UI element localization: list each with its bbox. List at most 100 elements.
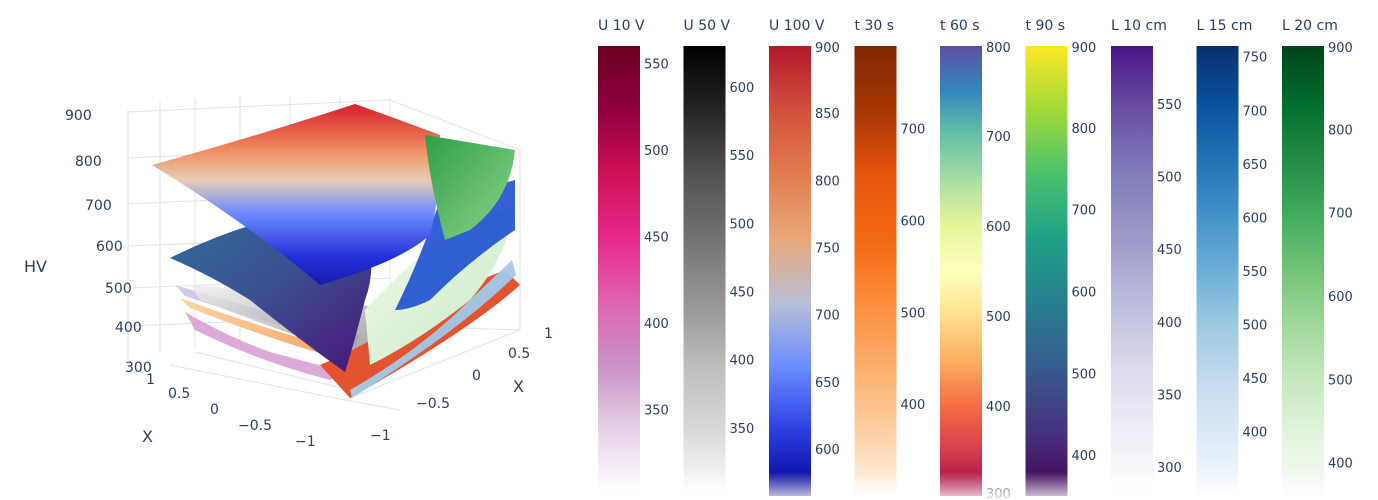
colorbar-tick: 700: [901, 123, 926, 138]
surface-l15cm-under: [350, 260, 516, 398]
colorbar-tick: 850: [815, 107, 840, 122]
colorbar-tick: 800: [815, 174, 840, 189]
colorbar-tick: 900: [1328, 41, 1353, 56]
colorbar-gradient: [1196, 46, 1239, 496]
colorbar-tick: 350: [1157, 388, 1182, 403]
colorbar-title: U 100 V: [769, 18, 825, 34]
y-tick: 1: [544, 326, 553, 342]
colorbar: t 90 s 400 500 600 700 800 900: [1025, 18, 1097, 496]
colorbar-tick: 450: [1157, 243, 1182, 258]
colorbar: t 30 s 400 500 600 700: [854, 18, 926, 496]
colorbar-tick: 900: [815, 41, 840, 56]
colorbar-tick: 800: [1328, 123, 1353, 138]
surface-u100v: [152, 104, 440, 285]
colorbar-tick: 500: [1072, 367, 1097, 382]
colorbar-title: t 90 s: [1026, 18, 1066, 34]
colorbar-tick: 750: [1243, 51, 1268, 66]
x-tick: 0: [210, 402, 219, 418]
colorbar: U 10 V 350 400 450 500 550: [598, 18, 669, 496]
z-tick: 700: [85, 198, 112, 214]
y-axis-title: X: [513, 377, 524, 396]
colorbar-gradient: [1111, 46, 1153, 496]
colorbar-tick: 600: [901, 214, 926, 229]
colorbar-tick: 400: [1157, 316, 1182, 331]
colorbar-tick: 400: [644, 317, 669, 332]
z-tick: 400: [115, 320, 142, 336]
surfaces: [152, 104, 520, 398]
colorbar-tick: 650: [1243, 158, 1268, 173]
colorbar: U 100 V 600 650 700 750 800 850 900: [769, 18, 840, 496]
colorbar-tick: 650: [815, 376, 840, 391]
colorbar-tick: 800: [986, 41, 1011, 56]
colorbar-tick: 600: [1328, 290, 1353, 305]
z-axis-title: HV: [24, 257, 47, 276]
x-tick: −0.5: [238, 418, 272, 434]
colorbar-tick: 300: [1157, 461, 1182, 476]
colorbar-tick: 500: [730, 217, 755, 232]
colorbar-tick: 400: [1328, 457, 1353, 472]
x-axis-title: X: [142, 427, 153, 446]
z-tick: 800: [75, 154, 102, 170]
colorbar-gradient: [683, 46, 726, 496]
colorbar-tick: 700: [1243, 104, 1268, 119]
colorbar-tick: 550: [730, 149, 755, 164]
z-tick: 300: [125, 360, 152, 376]
colorbar-tick: 500: [901, 306, 926, 321]
colorbar-tick: 700: [1328, 207, 1353, 222]
y-axis-right: X 1 0.5 0 −0.5 −1: [370, 326, 553, 444]
colorbar-gradient: [1282, 46, 1324, 496]
colorbar-tick: 400: [730, 354, 755, 369]
colorbar-tick: 400: [901, 398, 926, 413]
y-tick: 0: [472, 368, 481, 384]
colorbar-gradient: [854, 46, 897, 496]
colorbar-gradient: [598, 46, 640, 496]
colorbar-title: U 50 V: [684, 18, 731, 34]
colorbar-tick: 400: [986, 400, 1011, 415]
colorbar-tick: 450: [644, 230, 669, 245]
colorbar-tick: 700: [1072, 204, 1097, 219]
x-axis-left: X 1 0.5 0 −0.5 −1: [142, 372, 316, 450]
colorbar-gradient: [1025, 46, 1068, 496]
colorbar-tick: 450: [1243, 372, 1268, 387]
colorbar-tick: 600: [986, 220, 1011, 235]
colorbar: L 20 cm 400 500 600 700 800 900: [1282, 18, 1353, 496]
colorbar-legend-group: U 10 V 350 400 450 500 550 U 50 V 350 400 450 500 5…: [598, 18, 1353, 500]
colorbar-tick: 550: [1157, 98, 1182, 113]
y-tick: −1: [370, 428, 391, 444]
colorbar-tick: 600: [1072, 285, 1097, 300]
x-tick: 0.5: [168, 386, 190, 402]
colorbar-title: L 10 cm: [1111, 18, 1167, 34]
colorbar-tick: 300: [986, 487, 1011, 500]
z-tick: 600: [96, 239, 123, 255]
colorbar: t 60 s 300 400 500 600 700 800: [940, 18, 1011, 500]
colorbar-gradient: [940, 46, 982, 496]
colorbar-title: L 20 cm: [1282, 18, 1338, 34]
colorbar-title: U 10 V: [598, 18, 645, 34]
colorbar-tick: 600: [815, 443, 840, 458]
y-tick: 0.5: [508, 346, 530, 362]
surface-u10v: [185, 312, 345, 380]
z-axis: HV 900 800 700 600 500 400 300: [24, 108, 152, 376]
colorbar-tick: 400: [1243, 426, 1268, 441]
colorbar-tick: 450: [730, 285, 755, 300]
colorbar-tick: 700: [986, 130, 1011, 145]
colorbar-tick: 900: [1072, 41, 1097, 56]
z-tick: 900: [65, 108, 92, 124]
colorbar-tick: 550: [644, 57, 669, 72]
colorbar-tick: 500: [1328, 373, 1353, 388]
surface-l20cm: [425, 135, 515, 240]
colorbar-gradient: [769, 46, 811, 496]
colorbar-tick: 550: [1243, 265, 1268, 280]
x-tick: 1: [146, 372, 155, 388]
colorbar-title: L 15 cm: [1197, 18, 1253, 34]
y-tick: −0.5: [416, 396, 450, 412]
x-tick: −1: [295, 434, 316, 450]
surface-plot-3d[interactable]: HV 900 800 700 600 500 400 300 X 1 0.5 0…: [0, 0, 580, 500]
colorbar-tick: 350: [730, 422, 755, 437]
colorbar-tick: 500: [1243, 319, 1268, 334]
colorbar-tick: 350: [644, 403, 669, 418]
colorbar-tick: 600: [730, 81, 755, 96]
colorbar-tick: 400: [1072, 449, 1097, 464]
colorbar-tick: 600: [1243, 211, 1268, 226]
colorbar-tick: 700: [815, 309, 840, 324]
